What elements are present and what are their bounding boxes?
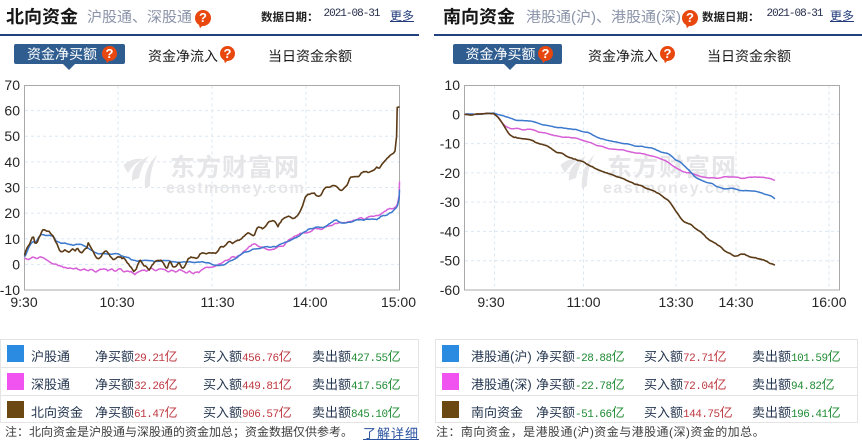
svg-text:60: 60	[4, 103, 20, 119]
svg-text:东方财富网: 东方财富网	[170, 154, 300, 182]
svg-text:10:30: 10:30	[99, 294, 134, 310]
svg-text:-50: -50	[440, 253, 460, 269]
svg-text:14:00: 14:00	[292, 294, 327, 310]
svg-text:15:00: 15:00	[381, 294, 416, 310]
svg-text:30: 30	[4, 180, 20, 196]
svg-text:9:30: 9:30	[477, 294, 504, 310]
svg-text:13:30: 13:30	[658, 294, 693, 310]
svg-text:40: 40	[4, 154, 20, 170]
svg-text:-40: -40	[440, 223, 460, 239]
svg-text:20: 20	[4, 205, 20, 221]
svg-text:-60: -60	[440, 282, 460, 298]
svg-text:10: 10	[444, 77, 460, 93]
svg-text:11:30: 11:30	[201, 294, 235, 310]
svg-text:70: 70	[4, 77, 20, 93]
svg-text:-10: -10	[440, 136, 460, 152]
svg-text:14:30: 14:30	[718, 294, 753, 310]
svg-text:eastmoney.com: eastmoney.com	[166, 180, 305, 197]
svg-text:50: 50	[4, 128, 20, 144]
svg-text:-20: -20	[440, 165, 460, 181]
svg-text:11:00: 11:00	[567, 294, 601, 310]
svg-text:16:00: 16:00	[811, 294, 846, 310]
svg-text:-10: -10	[0, 282, 20, 298]
svg-text:-30: -30	[440, 194, 460, 210]
svg-text:0: 0	[12, 256, 20, 272]
svg-text:0: 0	[452, 106, 460, 122]
svg-text:9:30: 9:30	[10, 294, 37, 310]
svg-text:10: 10	[4, 231, 20, 247]
